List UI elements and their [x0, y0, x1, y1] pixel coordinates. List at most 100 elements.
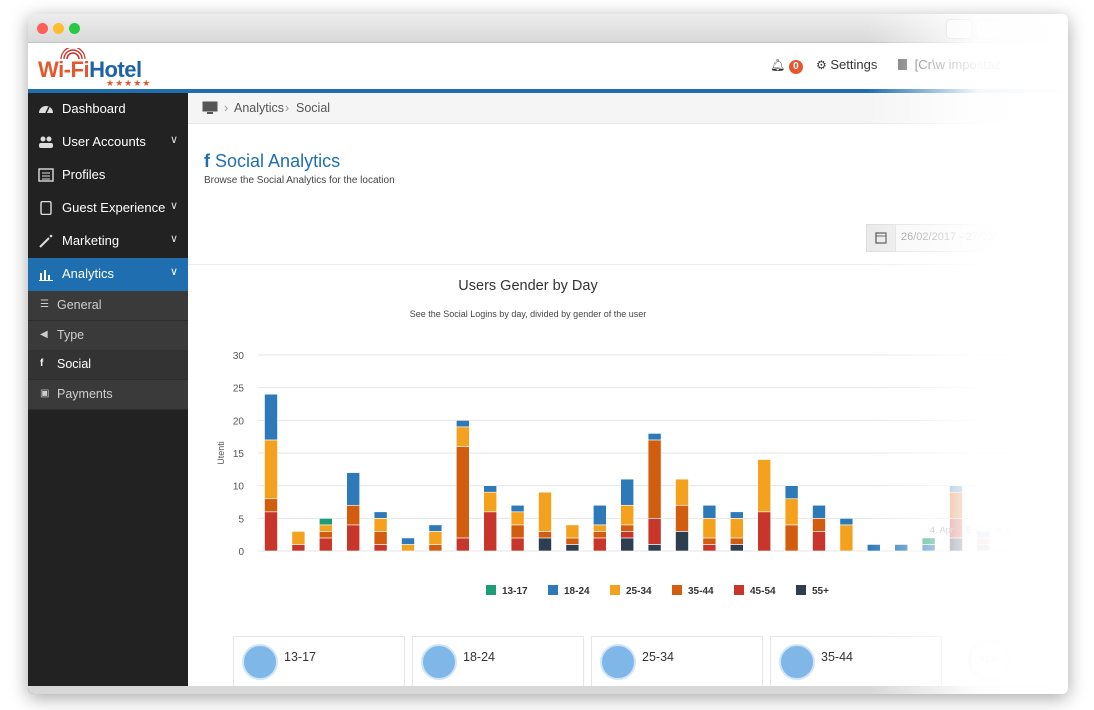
- settings-button[interactable]: ⚙ Settings: [816, 57, 877, 72]
- page-subtitle: Browse the Social Analytics for the loca…: [204, 175, 395, 186]
- bar-segment: [291, 544, 306, 552]
- sidebar-subitem-type[interactable]: ◀ Type: [28, 321, 188, 351]
- minimize-window-button[interactable]: [53, 23, 64, 34]
- bar-segment: [510, 524, 525, 539]
- bar-segment: [455, 446, 470, 539]
- bar-segment: [949, 491, 963, 519]
- sidebar-subitem-payments[interactable]: ▣ Payments: [28, 380, 188, 410]
- bar-segment: [373, 511, 388, 519]
- bar-segment: [565, 524, 580, 539]
- facebook-icon: f: [204, 151, 210, 171]
- stat-card-label: 25-34: [642, 650, 674, 664]
- bar-segment: [702, 518, 717, 539]
- logo-text-wifi: Wi-Fi: [38, 57, 90, 82]
- sidebar-item-label: User Accounts: [62, 134, 146, 149]
- close-window-button[interactable]: [37, 23, 48, 34]
- chevron-down-icon: ∨: [170, 233, 179, 245]
- bar-segment: [455, 420, 470, 428]
- sidebar-subitem-label: General: [57, 298, 102, 312]
- legend-label: 55+: [812, 586, 829, 597]
- list-icon: [38, 168, 54, 182]
- bar-segment: [319, 524, 333, 532]
- sidebar-item-analytics[interactable]: Analytics ∨: [28, 258, 188, 291]
- percent-ring-value: 91%: [978, 654, 999, 665]
- bar-segment: [565, 544, 580, 552]
- magic-wand-icon: [39, 234, 53, 248]
- breadcrumb-analytics[interactable]: Analytics: [234, 101, 285, 115]
- sidebar-item-profiles[interactable]: Profiles: [28, 159, 188, 192]
- app-window: Wi-FiHotel ★★★★★ 🔔︎ 0 ⚙ Settings [Cr\w i…: [28, 14, 1068, 694]
- sidebar-item-label: Profiles: [62, 167, 106, 182]
- bar-segment: [729, 537, 744, 545]
- list-icon: ☰: [40, 299, 49, 310]
- legend-label: 13-17: [502, 586, 528, 597]
- legend-label: 35-44: [688, 586, 714, 597]
- legend-swatch: [486, 585, 496, 595]
- sidebar-subitem-label: Payments: [57, 387, 113, 401]
- bell-icon: 🔔︎: [770, 58, 786, 72]
- bar-segment: [538, 491, 552, 532]
- notifications-button[interactable]: 🔔︎ 0: [770, 57, 803, 74]
- bar-segment: [812, 531, 826, 552]
- bar-segment: [592, 531, 607, 539]
- bar-segment: [976, 544, 991, 552]
- megaphone-icon: ◀: [40, 329, 48, 340]
- stat-card-13-17: 13-17: [233, 636, 405, 694]
- legend-label: 18-24: [564, 586, 590, 597]
- stat-card-label: 18-24: [463, 650, 495, 664]
- bar-segment: [729, 518, 744, 539]
- sidebar-subitem-general[interactable]: ☰ General: [28, 291, 188, 321]
- bar-segment: [455, 426, 470, 447]
- bar-segment: [264, 439, 278, 500]
- stat-card-25-34: 25-34: [591, 636, 763, 694]
- chevron-down-icon: ∨: [170, 200, 179, 212]
- percent-ring: 91%: [968, 639, 1010, 681]
- sidebar-item-label: Marketing: [62, 233, 120, 248]
- y-tick-label: 5: [238, 514, 244, 525]
- chevron-down-icon: ∨: [170, 266, 179, 278]
- chart-subtitle: See the Social Logins by day, divided by…: [409, 309, 647, 319]
- bar-segment: [346, 504, 360, 526]
- bar-segment: [538, 537, 552, 552]
- bar-segment: [401, 544, 415, 552]
- tabs-button[interactable]: [976, 19, 1002, 39]
- bar-segment: [702, 537, 717, 545]
- legend-swatch: [734, 585, 744, 595]
- legend-swatch: [610, 585, 620, 595]
- top-navbar: Wi-FiHotel ★★★★★ 🔔︎ 0 ⚙ Settings [Cr\w i…: [28, 43, 1068, 93]
- sidebar-item-dashboard[interactable]: Dashboard: [28, 93, 188, 126]
- bar-segment: [319, 531, 333, 539]
- x-tick-label: 6. A: [996, 525, 1012, 535]
- y-tick-label: 30: [233, 351, 245, 362]
- bar-segment: [757, 459, 772, 513]
- sidebar-item-marketing[interactable]: Marketing ∨: [28, 225, 188, 258]
- main-content: › Analytics › Social f Social Analytics …: [188, 93, 1068, 694]
- bar-chart-icon: [39, 270, 53, 281]
- bar-segment: [812, 504, 826, 519]
- wifihotel-logo[interactable]: Wi-FiHotel ★★★★★: [38, 48, 163, 88]
- x-tick-label: 4. Apr: [930, 525, 954, 535]
- bar-segment: [976, 537, 991, 545]
- legend-swatch: [796, 585, 806, 595]
- bar-segment: [346, 524, 360, 552]
- users-group-icon: [600, 644, 636, 680]
- sidebar-item-user-accounts[interactable]: User Accounts ∨: [28, 126, 188, 159]
- facebook-icon: f: [40, 358, 44, 369]
- sidebar-item-guest-experience[interactable]: Guest Experience ∨: [28, 192, 188, 225]
- user-menu[interactable]: [Cr\w impostaz: [898, 57, 1001, 72]
- bar-segment: [839, 524, 854, 552]
- y-tick-label: 10: [233, 482, 245, 493]
- sidebar-item-label: Dashboard: [62, 101, 126, 116]
- legend-swatch: [672, 585, 682, 595]
- building-icon: [898, 59, 907, 70]
- sidebar-item-label: Analytics: [62, 266, 115, 281]
- bar-segment: [702, 544, 717, 552]
- bar-segment: [894, 544, 909, 552]
- zoom-window-button[interactable]: [69, 23, 80, 34]
- bar-segment: [428, 544, 443, 552]
- sidebar-subitem-social[interactable]: f Social: [28, 350, 188, 380]
- monitor-icon[interactable]: [202, 101, 218, 115]
- sidebar-item-label: Guest Experience: [62, 200, 166, 215]
- share-button[interactable]: [946, 19, 972, 39]
- bar-segment: [428, 531, 443, 545]
